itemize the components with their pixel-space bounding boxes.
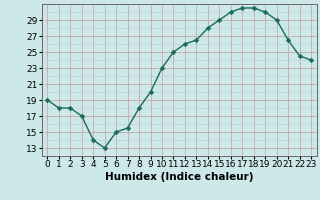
X-axis label: Humidex (Indice chaleur): Humidex (Indice chaleur) — [105, 172, 253, 182]
